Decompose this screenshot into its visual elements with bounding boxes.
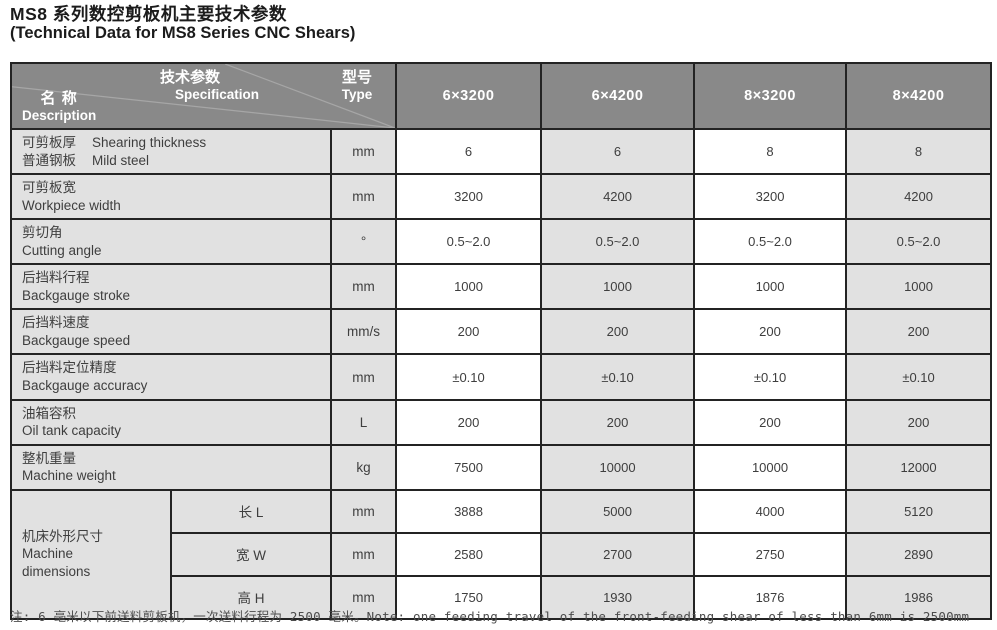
unit-cell: mm (329, 488, 398, 534)
footnote: 注: 6 毫米以下前送料剪板机，一次送料行程为 2500 毫米。Note: on… (10, 609, 970, 624)
unit-cell: mm (329, 127, 398, 176)
table-header-row: 技术参数 Specification 型号 Type 名 称 Descripti… (9, 62, 993, 130)
header-type-label: 型号 Type (341, 69, 373, 102)
table-row: 整机重量 Machine weight kg 7500 10000 10000 … (10, 443, 993, 491)
value-cell: 1750 (395, 574, 543, 620)
row-label: 剪切角 Cutting angle (10, 218, 332, 266)
value-cell: 200 (395, 398, 543, 446)
row-label: 油箱容积 Oil tank capacity (10, 398, 332, 446)
value-cell: 6 (540, 127, 696, 176)
table-row: 后挡料行程 Backgauge stroke mm 1000 1000 1000… (10, 263, 993, 311)
value-cell: 10000 (693, 443, 848, 491)
row-label: 可剪板厚 Shearing thickness 普通钢板 Mild steel (10, 127, 332, 176)
spec-table: 技术参数 Specification 型号 Type 名 称 Descripti… (9, 62, 993, 620)
value-cell: 2700 (540, 531, 696, 577)
table-row-dimensions-length: 机床外形尺寸 Machine dimensions 长 L mm 3888 50… (10, 488, 993, 620)
value-cell: 8 (845, 127, 993, 176)
value-cell: ±0.10 (693, 353, 848, 401)
value-cell: 200 (845, 308, 993, 356)
value-cell: 1930 (540, 574, 696, 620)
value-cell: 200 (693, 308, 848, 356)
value-cell: 200 (693, 398, 848, 446)
value-cell: 12000 (845, 443, 993, 491)
page-title: MS8 系列数控剪板机主要技术参数 (Technical Data for MS… (10, 4, 356, 43)
diagonal-divider-lines (12, 64, 396, 128)
value-cell: 2750 (693, 531, 848, 577)
value-cell: 0.5~2.0 (845, 218, 993, 266)
unit-cell: mm (329, 574, 398, 620)
dimension-sub-label: 宽 W (170, 531, 332, 577)
value-cell: 10000 (540, 443, 696, 491)
unit-cell: kg (329, 443, 398, 491)
table-row: 后挡料速度 Backgauge speed mm/s 200 200 200 2… (10, 308, 993, 356)
value-cell: 200 (845, 398, 993, 446)
header-description-label: 名 称 Description (22, 89, 97, 123)
unit-cell: ° (329, 218, 398, 266)
unit-cell: mm (329, 531, 398, 577)
corner-header-cell: 技术参数 Specification 型号 Type 名 称 Descripti… (9, 62, 398, 130)
value-cell: 3200 (395, 173, 543, 221)
row-label: 后挡料行程 Backgauge stroke (10, 263, 332, 311)
row-label: 可剪板宽 Workpiece width (10, 173, 332, 221)
model-header: 8×3200 (693, 62, 848, 130)
unit-cell: L (329, 398, 398, 446)
value-cell: 1000 (845, 263, 993, 311)
value-cell: ±0.10 (845, 353, 993, 401)
row-label: 整机重量 Machine weight (10, 443, 332, 491)
value-cell: 1000 (693, 263, 848, 311)
value-cell: 200 (540, 398, 696, 446)
value-cell: 8 (693, 127, 848, 176)
value-cell: 0.5~2.0 (395, 218, 543, 266)
value-cell: 7500 (395, 443, 543, 491)
table-row-dimensions-width: 宽 W mm 2580 2700 2750 2890 (11, 531, 993, 577)
header-specification-label: 技术参数 Specification (159, 69, 260, 102)
value-cell: 0.5~2.0 (693, 218, 848, 266)
value-cell: 200 (395, 308, 543, 356)
table-row: 后挡料定位精度 Backgauge accuracy mm ±0.10 ±0.1… (10, 353, 993, 401)
model-header: 8×4200 (845, 62, 993, 130)
table-row: 油箱容积 Oil tank capacity L 200 200 200 200 (10, 398, 993, 446)
page-title-zh: MS8 系列数控剪板机主要技术参数 (10, 4, 287, 24)
value-cell: 4200 (540, 173, 696, 221)
value-cell: 1000 (540, 263, 696, 311)
value-cell: 3200 (693, 173, 848, 221)
model-header: 6×3200 (395, 62, 543, 130)
page-title-en: (Technical Data for MS8 Series CNC Shear… (10, 24, 356, 43)
value-cell: 0.5~2.0 (540, 218, 696, 266)
table-row-dimensions-height: 高 H mm 1750 1930 1876 1986 (11, 574, 993, 620)
unit-cell: mm (329, 173, 398, 221)
row-label: 后挡料速度 Backgauge speed (10, 308, 332, 356)
value-cell: 4000 (693, 488, 848, 534)
value-cell: 1986 (845, 574, 993, 620)
value-cell: 5120 (845, 488, 993, 534)
value-cell: ±0.10 (540, 353, 696, 401)
table-row: 可剪板宽 Workpiece width mm 3200 4200 3200 4… (10, 173, 993, 221)
dimension-sub-label: 高 H (170, 574, 332, 620)
value-cell: 5000 (540, 488, 696, 534)
unit-cell: mm (329, 263, 398, 311)
value-cell: 200 (540, 308, 696, 356)
row-label: 后挡料定位精度 Backgauge accuracy (10, 353, 332, 401)
unit-cell: mm (329, 353, 398, 401)
value-cell: 1000 (395, 263, 543, 311)
value-cell: 2890 (845, 531, 993, 577)
value-cell: ±0.10 (395, 353, 543, 401)
value-cell: 3888 (395, 488, 543, 534)
table-row: 可剪板厚 Shearing thickness 普通钢板 Mild steel mm… (10, 127, 993, 176)
model-header: 6×4200 (540, 62, 696, 130)
value-cell: 6 (395, 127, 543, 176)
value-cell: 1876 (693, 574, 848, 620)
dimension-sub-label: 长 L (170, 488, 332, 534)
table-row: 剪切角 Cutting angle ° 0.5~2.0 0.5~2.0 0.5~… (10, 218, 993, 266)
dimensions-group-label: 机床外形尺寸 Machine dimensions (10, 488, 172, 620)
unit-cell: mm/s (329, 308, 398, 356)
value-cell: 4200 (845, 173, 993, 221)
value-cell: 2580 (395, 531, 543, 577)
